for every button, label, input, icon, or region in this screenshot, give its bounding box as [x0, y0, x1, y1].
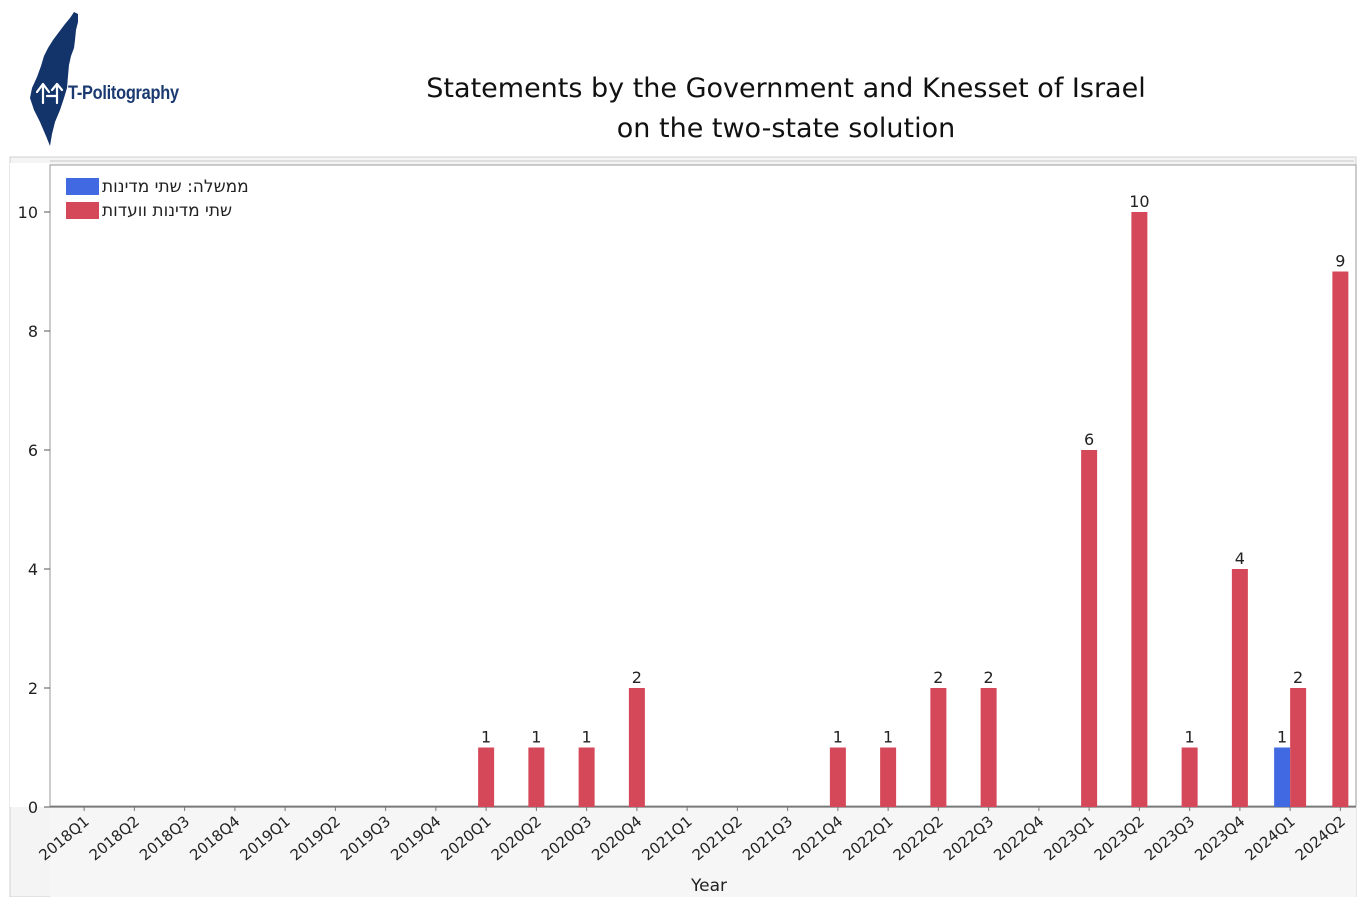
legend: ממשלה: שתי מדינות שתי מדינות וועדות	[66, 177, 249, 221]
legend-swatch	[66, 202, 99, 219]
data-label: 2	[984, 668, 994, 687]
data-label: 4	[1235, 549, 1245, 568]
y-tick-label: 0	[28, 798, 38, 817]
plot-area	[49, 164, 1357, 807]
y-tick-label: 10	[18, 203, 38, 222]
israel-map-icon	[30, 12, 78, 146]
y-tick-label: 8	[28, 322, 38, 341]
chart-subtitle: on the two-state solution	[616, 113, 956, 144]
data-label: 2	[1293, 668, 1303, 687]
bar	[1332, 271, 1349, 807]
data-label: 1	[582, 728, 592, 747]
data-label: 1	[481, 728, 491, 747]
data-label: 6	[1084, 430, 1094, 449]
bar	[528, 747, 545, 807]
bar	[930, 688, 947, 807]
data-label: 2	[632, 668, 642, 687]
bar	[1131, 212, 1148, 807]
bar	[1081, 450, 1098, 807]
brand-name: T-Politography	[68, 83, 179, 104]
bar	[1231, 569, 1248, 807]
bar	[1181, 747, 1198, 807]
x-axis-title: Year	[690, 876, 727, 896]
chart-title: Statements by the Government and Knesset…	[426, 73, 1146, 104]
bar	[980, 688, 997, 807]
bar	[829, 747, 846, 807]
data-label: 1	[531, 728, 541, 747]
y-axis-strip	[10, 163, 50, 807]
y-tick-label: 6	[28, 441, 38, 460]
data-label: 1	[833, 728, 843, 747]
data-label: 9	[1335, 252, 1345, 271]
data-label: 1	[1277, 728, 1287, 747]
data-label: 2	[933, 668, 943, 687]
data-label: 10	[1129, 192, 1149, 211]
bar	[578, 747, 595, 807]
legend-swatch	[66, 178, 99, 195]
y-tick-label: 4	[28, 560, 38, 579]
x-axis-band	[50, 807, 1356, 897]
bar	[1274, 747, 1291, 807]
data-label: 1	[883, 728, 893, 747]
chart-title-block: Statements by the Government and Knesset…	[360, 69, 1212, 149]
bar	[478, 747, 495, 807]
legend-label: שתי מדינות וועדות	[102, 201, 232, 221]
y-tick-label: 2	[28, 679, 38, 698]
data-label: 1	[1185, 728, 1195, 747]
bar	[1290, 688, 1307, 807]
legend-label: ממשלה: שתי מדינות	[102, 177, 249, 197]
bar	[880, 747, 897, 807]
bar	[628, 688, 645, 807]
